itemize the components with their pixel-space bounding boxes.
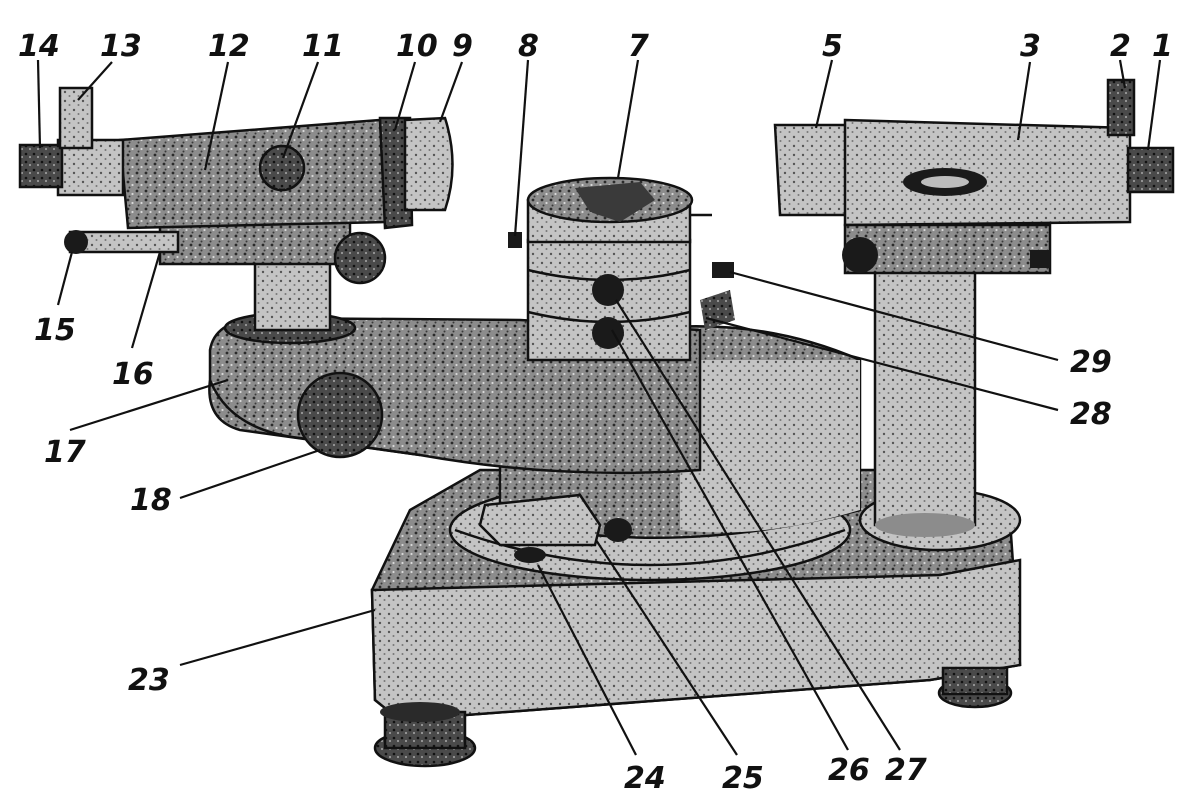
telescope-tube	[18, 86, 454, 254]
callout-15: 15	[34, 313, 76, 348]
table-side-screw	[700, 262, 735, 330]
callout-28: 28	[1070, 397, 1112, 432]
callout-11: 11	[302, 29, 344, 64]
callout-29: 29	[1070, 345, 1112, 380]
base-feet	[373, 666, 1013, 768]
callout-23: 23	[128, 663, 170, 698]
callout-27: 27	[885, 753, 927, 788]
callout-5: 5	[822, 29, 843, 64]
callout-8: 8	[518, 29, 539, 64]
callout-labels: 14 13 12 11 10 9 8 7 5 3 2 1 15 16 17 18…	[18, 29, 1173, 796]
prism-table-column	[526, 238, 692, 362]
right-column	[858, 268, 1022, 552]
callout-1: 1	[1152, 29, 1173, 64]
callout-10: 10	[396, 29, 438, 64]
prism-table-top	[508, 176, 712, 248]
callout-2: 2	[1110, 29, 1131, 64]
callout-13: 13	[100, 29, 142, 64]
callout-18: 18	[130, 483, 172, 518]
instrument-illustration	[18, 78, 1175, 768]
table-clamp	[478, 493, 632, 563]
callout-16: 16	[112, 357, 154, 392]
callout-7: 7	[628, 29, 649, 64]
leader-lines	[36, 59, 1162, 756]
left-column	[158, 220, 387, 345]
callout-12: 12	[208, 29, 250, 64]
callout-24: 24	[624, 761, 666, 796]
callout-26: 26	[828, 753, 870, 788]
callout-14: 14	[18, 29, 60, 64]
callout-9: 9	[452, 29, 473, 64]
arm-knob	[296, 371, 384, 459]
collimator-tube	[773, 78, 1175, 275]
callout-3: 3	[1020, 29, 1041, 64]
callout-25: 25	[722, 761, 764, 796]
callout-17: 17	[44, 435, 86, 470]
